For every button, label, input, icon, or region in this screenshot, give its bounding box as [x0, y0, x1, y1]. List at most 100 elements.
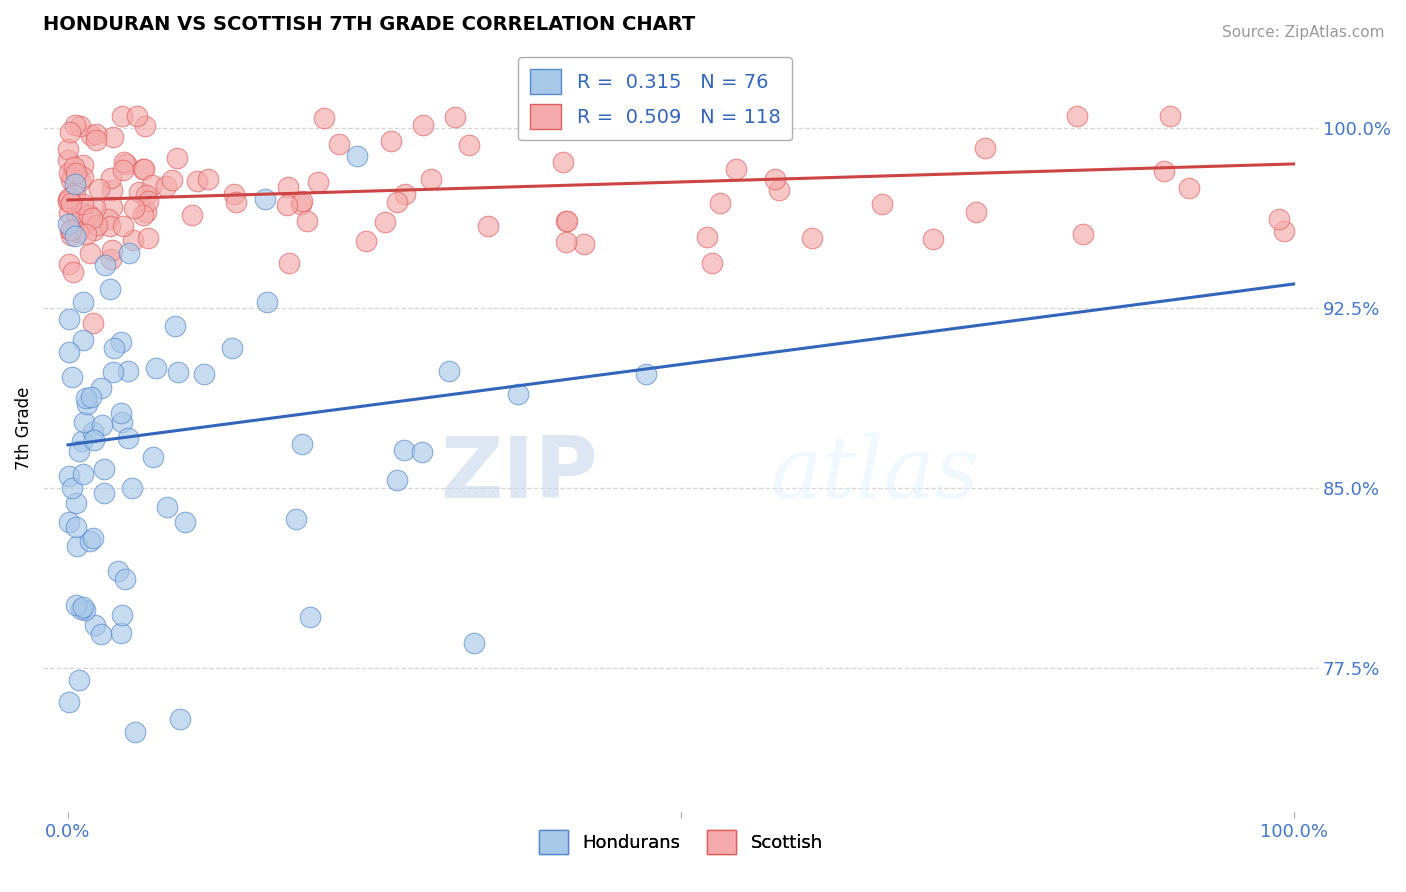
Point: [63, 228, 86, 243]
Point: [122, 201, 145, 215]
Point: [83, 223, 105, 237]
Point: [97, 211, 120, 226]
Point: [127, 109, 149, 123]
Point: [221, 341, 243, 355]
Point: [112, 163, 135, 178]
Point: [870, 196, 893, 211]
Point: [90, 627, 112, 641]
Point: [70, 434, 93, 448]
Point: [93, 486, 115, 500]
Point: [111, 415, 134, 429]
Point: [118, 246, 141, 260]
Point: [75, 227, 97, 242]
Point: [110, 406, 132, 420]
Point: [724, 162, 747, 177]
Point: [572, 236, 595, 251]
Point: [70, 602, 93, 616]
Point: [307, 175, 329, 189]
Point: [156, 500, 179, 514]
Point: [354, 234, 377, 248]
Point: [77, 208, 100, 222]
Point: [696, 229, 718, 244]
Point: [66, 208, 89, 222]
Point: [197, 171, 219, 186]
Point: [58, 515, 80, 529]
Point: [124, 725, 146, 739]
Point: [58, 206, 80, 220]
Point: [169, 712, 191, 726]
Point: [160, 172, 183, 186]
Point: [93, 462, 115, 476]
Point: [380, 134, 402, 148]
Point: [155, 179, 177, 194]
Point: [72, 158, 94, 172]
Point: [1272, 224, 1295, 238]
Point: [62, 160, 84, 174]
Point: [79, 534, 101, 549]
Point: [1267, 211, 1289, 226]
Point: [801, 231, 824, 245]
Point: [1071, 227, 1094, 242]
Point: [82, 425, 104, 439]
Point: [82, 211, 104, 225]
Point: [374, 215, 396, 229]
Point: [84, 128, 107, 142]
Point: [98, 219, 121, 234]
Point: [134, 161, 156, 176]
Point: [291, 437, 314, 451]
Point: [100, 282, 122, 296]
Legend: Hondurans, Scottish: Hondurans, Scottish: [531, 823, 830, 861]
Point: [72, 467, 94, 481]
Point: [83, 433, 105, 447]
Point: [84, 201, 107, 215]
Point: [174, 516, 197, 530]
Point: [69, 119, 91, 133]
Point: [103, 129, 125, 144]
Point: [165, 318, 187, 333]
Point: [101, 365, 124, 379]
Point: [290, 194, 312, 208]
Point: [135, 188, 157, 202]
Text: HONDURAN VS SCOTTISH 7TH GRADE CORRELATION CHART: HONDURAN VS SCOTTISH 7TH GRADE CORRELATI…: [44, 15, 696, 34]
Point: [437, 364, 460, 378]
Point: [506, 387, 529, 401]
Point: [703, 109, 725, 123]
Point: [72, 333, 94, 347]
Point: [122, 233, 145, 247]
Point: [444, 111, 467, 125]
Point: [72, 599, 94, 614]
Point: [299, 610, 322, 624]
Point: [114, 572, 136, 586]
Point: [419, 172, 441, 186]
Point: [709, 195, 731, 210]
Point: [63, 178, 86, 192]
Point: [555, 235, 578, 249]
Point: [166, 151, 188, 165]
Point: [328, 136, 350, 151]
Point: [142, 450, 165, 464]
Point: [101, 200, 124, 214]
Point: [59, 223, 82, 237]
Point: [65, 599, 87, 613]
Point: [107, 565, 129, 579]
Point: [128, 185, 150, 199]
Point: [136, 231, 159, 245]
Point: [100, 252, 122, 266]
Point: [80, 390, 103, 404]
Point: [100, 243, 122, 257]
Point: [90, 381, 112, 395]
Point: [72, 169, 94, 184]
Point: [79, 245, 101, 260]
Point: [114, 157, 136, 171]
Point: [285, 512, 308, 526]
Point: [141, 178, 163, 192]
Point: [346, 149, 368, 163]
Point: [59, 173, 82, 187]
Point: [463, 636, 485, 650]
Point: [65, 496, 87, 510]
Point: [222, 187, 245, 202]
Point: [94, 259, 117, 273]
Point: [60, 168, 83, 182]
Point: [58, 153, 80, 168]
Point: [86, 218, 108, 232]
